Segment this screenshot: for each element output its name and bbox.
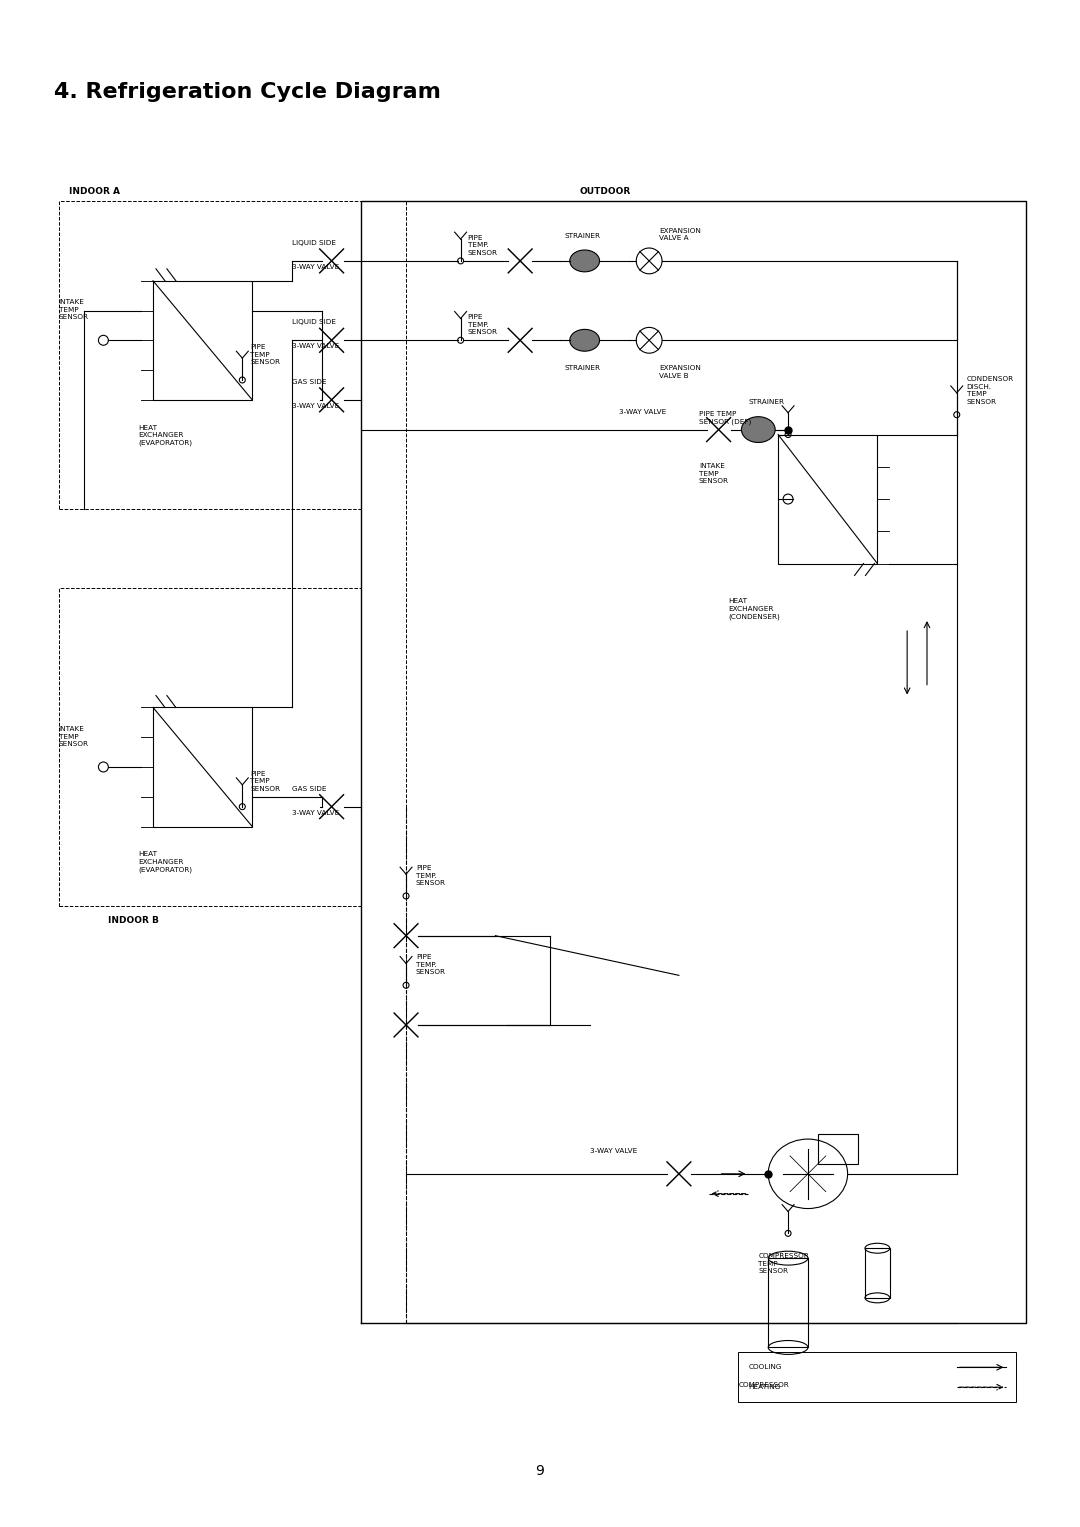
- Bar: [865, 1248, 890, 1298]
- Text: LIQUID SIDE: LIQUID SIDE: [292, 240, 336, 246]
- Text: HEAT
EXCHANGER
(EVAPORATOR): HEAT EXCHANGER (EVAPORATOR): [138, 425, 192, 446]
- Text: PIPE
TEMP
SENSOR: PIPE TEMP SENSOR: [251, 344, 280, 365]
- Text: COMPRESSOR: COMPRESSOR: [739, 1382, 789, 1388]
- Text: COOLING: COOLING: [748, 1364, 782, 1370]
- Text: LIQUID SIDE: LIQUID SIDE: [292, 319, 336, 325]
- Text: 3-WAY VALVE: 3-WAY VALVE: [292, 344, 339, 350]
- Text: INDOOR B: INDOOR B: [108, 916, 159, 925]
- Text: HEATING: HEATING: [748, 1383, 781, 1390]
- Text: HEAT
EXCHANGER
(EVAPORATOR): HEAT EXCHANGER (EVAPORATOR): [138, 852, 192, 873]
- Text: GAS SIDE: GAS SIDE: [292, 786, 326, 793]
- Bar: [779, 435, 877, 563]
- Text: PIPE TEMP
SENSOR (DEF): PIPE TEMP SENSOR (DEF): [699, 411, 751, 425]
- Text: INTAKE
TEMP
SENSOR: INTAKE TEMP SENSOR: [699, 463, 729, 484]
- Text: HEAT
EXCHANGER
(CONDENSER): HEAT EXCHANGER (CONDENSER): [729, 599, 780, 620]
- Text: STRAINER: STRAINER: [565, 234, 600, 240]
- Text: 3-WAY VALVE: 3-WAY VALVE: [620, 409, 666, 415]
- Ellipse shape: [742, 417, 775, 443]
- Text: PIPE
TEMP.
SENSOR: PIPE TEMP. SENSOR: [416, 954, 446, 976]
- Text: EXPANSION
VALVE B: EXPANSION VALVE B: [659, 365, 701, 379]
- Bar: [768, 1258, 808, 1347]
- Text: 9: 9: [536, 1464, 544, 1478]
- Text: 3-WAY VALVE: 3-WAY VALVE: [292, 264, 339, 270]
- Text: PIPE
TEMP.
SENSOR: PIPE TEMP. SENSOR: [468, 235, 498, 257]
- Bar: [818, 1135, 858, 1164]
- Text: EXPANSION
VALVE A: EXPANSION VALVE A: [659, 228, 701, 241]
- Text: INDOOR A: INDOOR A: [69, 188, 120, 197]
- Text: INTAKE
TEMP
SENSOR: INTAKE TEMP SENSOR: [58, 299, 89, 321]
- Text: PIPE
TEMP
SENSOR: PIPE TEMP SENSOR: [251, 771, 280, 793]
- Text: 3-WAY VALVE: 3-WAY VALVE: [292, 403, 339, 409]
- Text: STRAINER: STRAINER: [565, 365, 600, 371]
- Text: 3-WAY VALVE: 3-WAY VALVE: [292, 809, 339, 815]
- Text: 4. Refrigeration Cycle Diagram: 4. Refrigeration Cycle Diagram: [54, 82, 441, 102]
- Text: 3-WAY VALVE: 3-WAY VALVE: [590, 1148, 637, 1154]
- Bar: [153, 707, 253, 826]
- Text: CONDENSOR
DISCH.
TEMP
SENSOR: CONDENSOR DISCH. TEMP SENSOR: [967, 376, 1014, 405]
- Bar: [153, 281, 253, 400]
- Text: GAS SIDE: GAS SIDE: [292, 379, 326, 385]
- Text: PIPE
TEMP.
SENSOR: PIPE TEMP. SENSOR: [468, 315, 498, 336]
- Ellipse shape: [570, 330, 599, 351]
- Text: COMPRESSOR
TEMP
SENSOR: COMPRESSOR TEMP SENSOR: [758, 1254, 809, 1274]
- Text: INTAKE
TEMP
SENSOR: INTAKE TEMP SENSOR: [58, 727, 89, 747]
- Ellipse shape: [570, 250, 599, 272]
- Text: STRAINER: STRAINER: [748, 399, 784, 405]
- Bar: [739, 1353, 1016, 1402]
- Text: PIPE
TEMP.
SENSOR: PIPE TEMP. SENSOR: [416, 866, 446, 886]
- Text: OUTDOOR: OUTDOOR: [580, 188, 631, 197]
